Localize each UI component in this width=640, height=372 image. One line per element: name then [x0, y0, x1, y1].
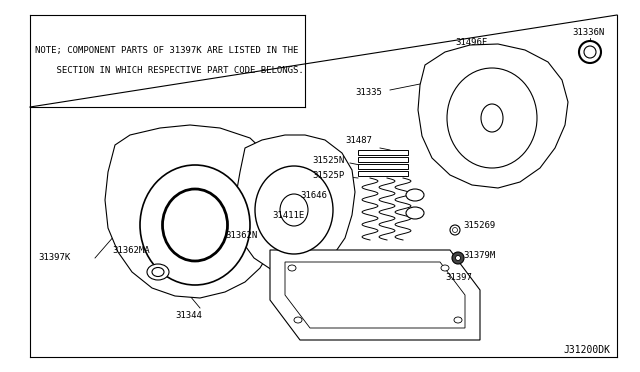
Text: J31200DK: J31200DK: [563, 345, 610, 355]
Ellipse shape: [255, 166, 333, 254]
Text: 31362MA: 31362MA: [112, 246, 150, 254]
Text: 31379M: 31379M: [463, 250, 495, 260]
Text: SECTION IN WHICH RESPECTIVE PART CODE BELONGS.: SECTION IN WHICH RESPECTIVE PART CODE BE…: [35, 65, 304, 74]
Ellipse shape: [147, 264, 169, 280]
Text: NOTE; COMPONENT PARTS OF 31397K ARE LISTED IN THE: NOTE; COMPONENT PARTS OF 31397K ARE LIST…: [35, 45, 298, 55]
Ellipse shape: [584, 46, 596, 58]
Text: 31525P: 31525P: [312, 170, 344, 180]
Text: 31397K: 31397K: [38, 253, 70, 263]
Text: 31487: 31487: [345, 135, 372, 144]
Ellipse shape: [481, 104, 503, 132]
Ellipse shape: [441, 265, 449, 271]
Ellipse shape: [294, 317, 302, 323]
Ellipse shape: [579, 41, 601, 63]
Text: 31525N: 31525N: [312, 155, 344, 164]
Text: 31344: 31344: [175, 311, 202, 321]
Ellipse shape: [447, 68, 537, 168]
Ellipse shape: [452, 228, 458, 232]
Polygon shape: [270, 250, 480, 340]
Bar: [358, 164, 408, 169]
Ellipse shape: [152, 267, 164, 276]
Ellipse shape: [288, 265, 296, 271]
Ellipse shape: [406, 189, 424, 201]
Ellipse shape: [163, 189, 227, 261]
Polygon shape: [418, 44, 568, 188]
Ellipse shape: [454, 317, 462, 323]
Polygon shape: [285, 262, 465, 328]
Bar: [358, 171, 408, 176]
Text: 31646: 31646: [300, 190, 327, 199]
Ellipse shape: [140, 165, 250, 285]
Ellipse shape: [456, 256, 461, 260]
Polygon shape: [235, 135, 355, 274]
Text: 315269: 315269: [463, 221, 495, 230]
Text: 31335: 31335: [355, 87, 382, 96]
Text: 31411E: 31411E: [272, 211, 304, 219]
Bar: [358, 150, 408, 155]
Text: 31397: 31397: [445, 273, 472, 282]
Ellipse shape: [450, 225, 460, 235]
Ellipse shape: [406, 207, 424, 219]
Text: 31336N: 31336N: [572, 28, 604, 36]
Text: 31496F: 31496F: [455, 38, 487, 46]
Ellipse shape: [280, 194, 308, 226]
Bar: [358, 157, 408, 162]
Polygon shape: [105, 125, 282, 298]
Ellipse shape: [452, 252, 464, 264]
Text: 31362N: 31362N: [225, 231, 257, 240]
